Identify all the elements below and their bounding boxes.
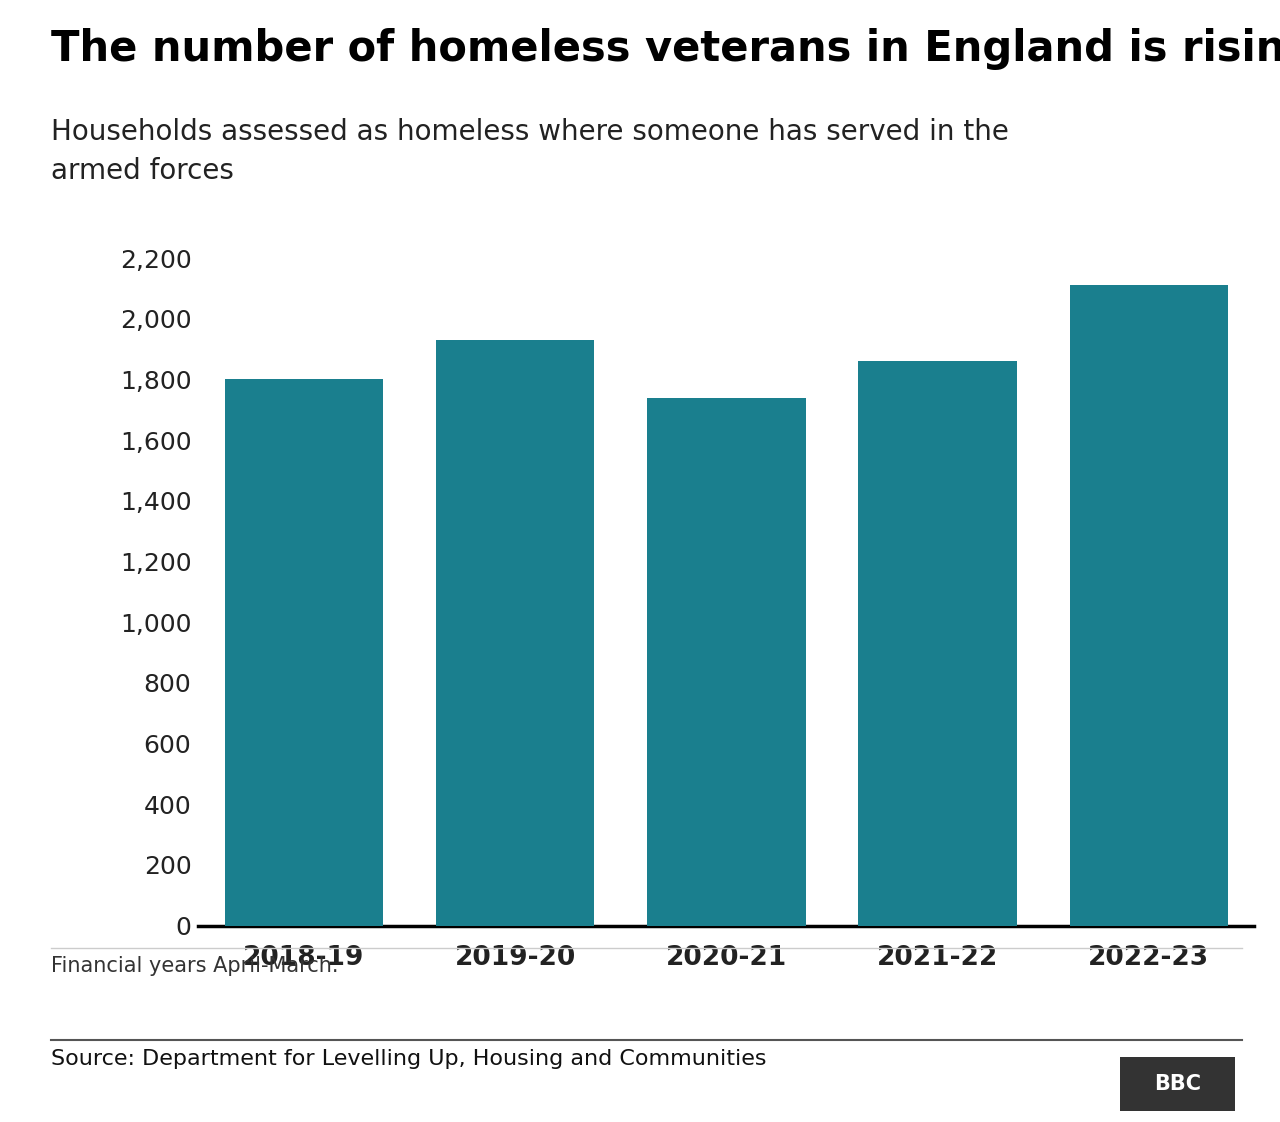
Text: BBC: BBC xyxy=(1155,1074,1201,1094)
Bar xyxy=(859,361,1016,926)
Text: Financial years April-March.: Financial years April-March. xyxy=(51,956,339,976)
Bar xyxy=(225,379,383,926)
Bar xyxy=(1070,285,1228,926)
Text: The number of homeless veterans in England is rising: The number of homeless veterans in Engla… xyxy=(51,28,1280,70)
Bar xyxy=(648,397,805,926)
Bar xyxy=(436,340,594,926)
Text: Households assessed as homeless where someone has served in the
armed forces: Households assessed as homeless where so… xyxy=(51,118,1009,185)
Text: Source: Department for Levelling Up, Housing and Communities: Source: Department for Levelling Up, Hou… xyxy=(51,1049,767,1069)
